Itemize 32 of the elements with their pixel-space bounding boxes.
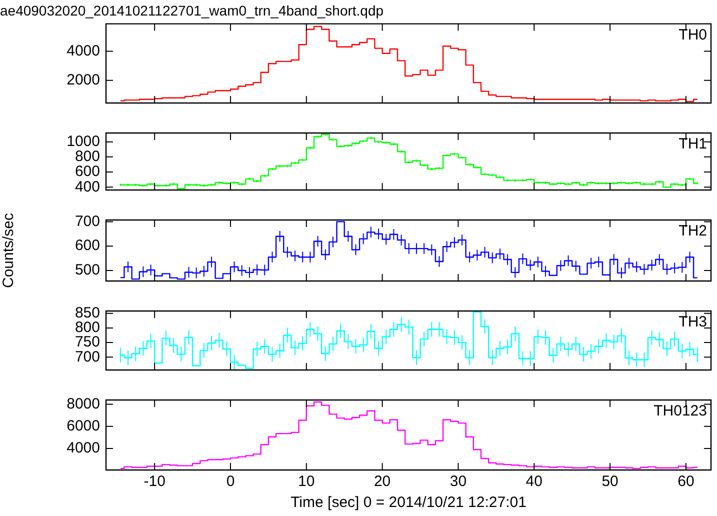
y-tick-label: 800 [74, 319, 100, 336]
y-axis-title: Counts/sec [0, 212, 18, 288]
series-label: TH2 [678, 222, 707, 240]
x-tick-label: 50 [602, 473, 618, 490]
y-tick-label: 6000 [66, 418, 100, 434]
x-tick-label: 20 [374, 473, 391, 490]
text: TH0123 [654, 402, 707, 420]
y-tick-label: 600 [74, 237, 100, 254]
series-label: TH1 [678, 136, 707, 153]
x-tick-label: 40 [526, 473, 542, 490]
y-tick-label: 850 [74, 304, 100, 322]
y-tick-label: 600 [74, 163, 100, 180]
y-tick-label: 4000 [66, 42, 100, 60]
x-tick-label: 60 [678, 473, 694, 490]
x-tick-label: 0 [226, 473, 235, 490]
series-label: TH3 [678, 314, 707, 331]
y-tick-label: 800 [74, 148, 100, 166]
y-tick-label: 700 [74, 212, 100, 230]
y-tick-label: 400 [74, 178, 100, 196]
y-tick-label: 4000 [66, 440, 100, 457]
y-tick-label: 8000 [66, 395, 100, 412]
y-tick-label: 700 [74, 348, 100, 366]
y-tick-label: 1000 [66, 132, 100, 150]
x-tick-label: -10 [144, 473, 166, 490]
x-tick-label: 30 [450, 473, 467, 490]
y-tick-label: 2000 [66, 72, 100, 89]
y-tick-label: 750 [74, 334, 100, 351]
x-tick-label: 10 [298, 473, 315, 490]
x-axis-title: Time [sec] 0 = 2014/10/21 12:27:01 [290, 494, 526, 512]
text: TH0 [678, 26, 707, 44]
y-tick-label: 500 [74, 262, 100, 279]
chart-title: ae409032020_20141021122701_wam0_trn_4band_short.qdp [0, 2, 384, 18]
